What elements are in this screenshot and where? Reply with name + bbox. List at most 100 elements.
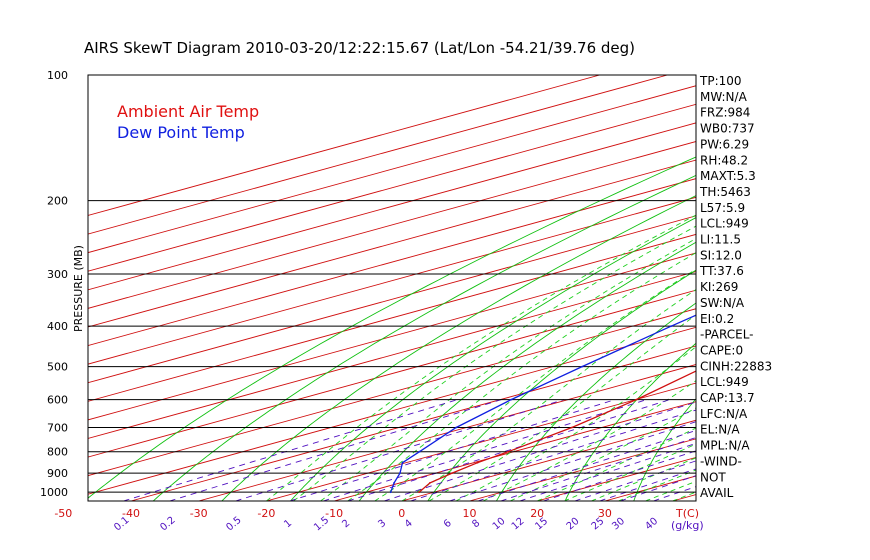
index-value: SW:N/A [700, 296, 745, 310]
bottom-temp-tick-label: -50 [54, 507, 72, 520]
pressure-tick-label: 1000 [40, 486, 68, 499]
isotherm-line [88, 178, 696, 347]
isotherm-line [808, 75, 870, 501]
isotherm-line [88, 122, 696, 291]
ambient-air-temp-point [476, 461, 479, 464]
mixing-ratio-label: 1 [282, 518, 294, 531]
pressure-tick-label: 600 [47, 394, 68, 407]
moist-adiabat-line [428, 314, 696, 501]
moist-adiabat-line [320, 237, 696, 501]
index-value: WB0:737 [700, 122, 755, 136]
bottom-temp-tick-label: 10 [462, 507, 476, 520]
isotherm-line [88, 289, 696, 458]
legend-entry: Ambient Air Temp [117, 102, 259, 121]
bottom-temp-tick-label: 0 [398, 507, 405, 520]
isotherm-line [333, 401, 696, 501]
moist-adiabat-line [537, 427, 696, 501]
dry-adiabat-line [496, 302, 696, 501]
index-value: CINH:22883 [700, 359, 772, 373]
mixing-ratio-label: 2 [340, 518, 352, 531]
index-value: MAXT:5.3 [700, 169, 756, 183]
index-value: EI:0.2 [700, 312, 734, 326]
dew-point-temp-point [401, 461, 404, 464]
dry-adiabat-line [88, 156, 696, 499]
index-value: MPL:N/A [700, 439, 750, 453]
mixing-ratio-label: 0.5 [224, 515, 243, 534]
dry-adiabat-line [771, 75, 870, 501]
mixing-ratio-unit-label: (g/kg) [671, 519, 704, 532]
bottom-temp-tick-label: -10 [325, 507, 343, 520]
isotherm-line [401, 419, 696, 501]
index-value: -WIND- [700, 454, 742, 468]
mixing-ratio-label: 6 [442, 518, 454, 531]
x-unit-label: T(C) [675, 507, 699, 520]
isotherm-line [266, 382, 696, 501]
moist-adiabat-line [564, 443, 696, 501]
mixing-ratio-line [449, 421, 696, 501]
mixing-ratio-line [543, 450, 696, 501]
dry-adiabat-line [840, 75, 870, 501]
ambient-air-temp-point [507, 450, 510, 453]
mixing-ratio-label: 4 [403, 518, 415, 531]
index-value: LFC:N/A [700, 407, 748, 421]
mixing-ratio-label: 20 [565, 516, 582, 533]
index-value: L57:5.9 [700, 201, 745, 215]
dry-adiabat-line [290, 217, 696, 501]
isotherm-line [88, 233, 696, 402]
bottom-temp-tick-label: 30 [598, 507, 612, 520]
dry-adiabat-line [633, 398, 696, 501]
isotherm-line [88, 141, 696, 309]
dry-adiabat-line [221, 195, 696, 501]
dew-point-temp-point [788, 273, 790, 275]
mixing-ratio-label: 0.2 [158, 515, 177, 534]
dew-point-temp-point [399, 472, 401, 474]
dew-point-temp-point [510, 398, 513, 401]
mixing-ratio-label: 40 [643, 516, 660, 533]
moist-adiabat-line [374, 268, 696, 501]
pressure-tick-label: 500 [47, 361, 68, 374]
index-value: AVAIL [700, 486, 734, 500]
bottom-temp-tick-label: -40 [122, 507, 140, 520]
sounding-series [389, 273, 790, 494]
dry-adiabat-line [152, 174, 696, 501]
index-value: LI:11.5 [700, 233, 741, 247]
dry-adiabat-line [564, 342, 696, 501]
index-value: LCL:949 [700, 375, 749, 389]
moist-adiabat-line [293, 225, 696, 501]
isotherm-line [88, 75, 668, 235]
pressure-tick-label: 700 [47, 422, 68, 435]
index-value: FRZ:984 [700, 106, 750, 120]
index-value: EL:N/A [700, 423, 740, 437]
dew-point-temp-point [393, 482, 395, 484]
mixing-ratio-label: 8 [470, 518, 482, 531]
index-value: CAPE:0 [700, 343, 743, 357]
pressure-tick-label: 800 [47, 446, 68, 459]
dew-point-temp-point [389, 491, 392, 494]
index-value: SI:12.0 [700, 248, 742, 262]
bottom-temp-tick-label: -30 [190, 507, 208, 520]
ambient-air-temp-point [418, 491, 420, 494]
isotherm-line [88, 159, 696, 328]
index-value: RH:48.2 [700, 153, 748, 167]
isotherm-line [88, 85, 696, 254]
index-value: NOT [700, 470, 726, 484]
dew-point-temp-line [390, 314, 696, 493]
isotherm-line [130, 345, 696, 501]
moist-adiabat-line [455, 346, 696, 501]
pressure-tick-label: 300 [47, 268, 68, 281]
ambient-air-temp-point [429, 482, 431, 484]
mixing-ratio-label: 3 [376, 518, 388, 531]
isotherm-line [88, 252, 696, 421]
mixing-ratio-line [235, 399, 565, 501]
mixing-ratio-line [653, 486, 696, 501]
ambient-air-temp-point [571, 426, 573, 429]
index-value: CAP:13.7 [700, 391, 755, 405]
pressure-tick-label: 400 [47, 320, 68, 333]
dew-point-temp-point [670, 325, 672, 328]
legend-entry: Dew Point Temp [117, 123, 245, 142]
isotherm-line [740, 75, 870, 501]
ambient-air-temp-point [635, 398, 638, 401]
pressure-tick-label: 100 [47, 69, 68, 82]
